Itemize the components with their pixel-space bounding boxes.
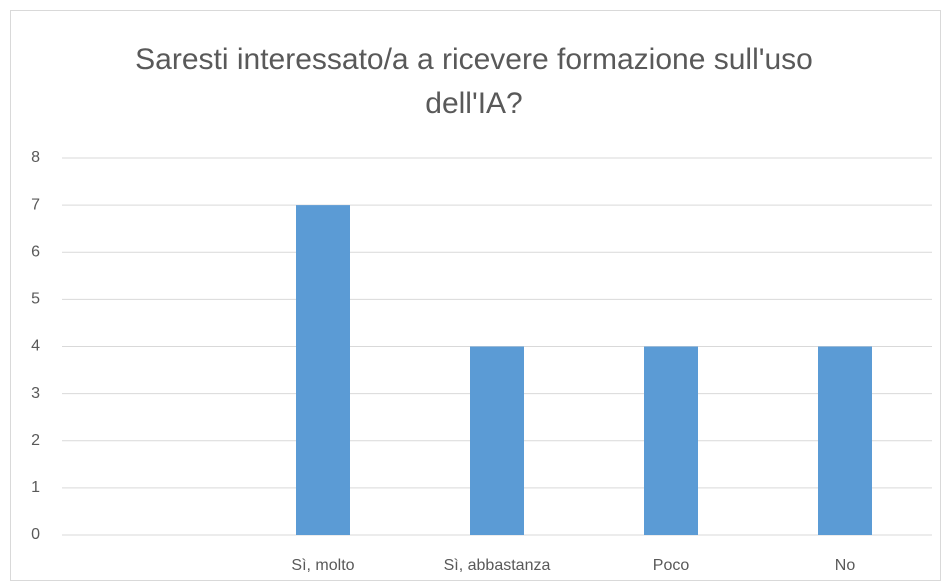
chart-title: Saresti interessato/a a ricevere formazi… xyxy=(135,43,813,120)
x-tick-label: Sì, molto xyxy=(291,557,354,574)
bar xyxy=(296,205,350,535)
y-tick-label: 3 xyxy=(31,385,40,402)
bar xyxy=(470,346,524,535)
y-tick-label: 7 xyxy=(31,196,40,213)
y-tick-label: 2 xyxy=(31,432,40,449)
bar xyxy=(644,346,698,535)
y-tick-label: 6 xyxy=(31,243,40,260)
x-tick-label: Sì, abbastanza xyxy=(444,557,551,574)
bar xyxy=(818,346,872,535)
y-tick-label: 5 xyxy=(31,291,40,308)
x-tick-label: Poco xyxy=(653,557,690,574)
y-tick-label: 8 xyxy=(31,149,40,166)
y-tick-label: 1 xyxy=(31,479,40,496)
x-tick-label: No xyxy=(835,557,856,574)
y-tick-label: 4 xyxy=(31,338,40,355)
y-tick-label: 0 xyxy=(31,526,40,543)
